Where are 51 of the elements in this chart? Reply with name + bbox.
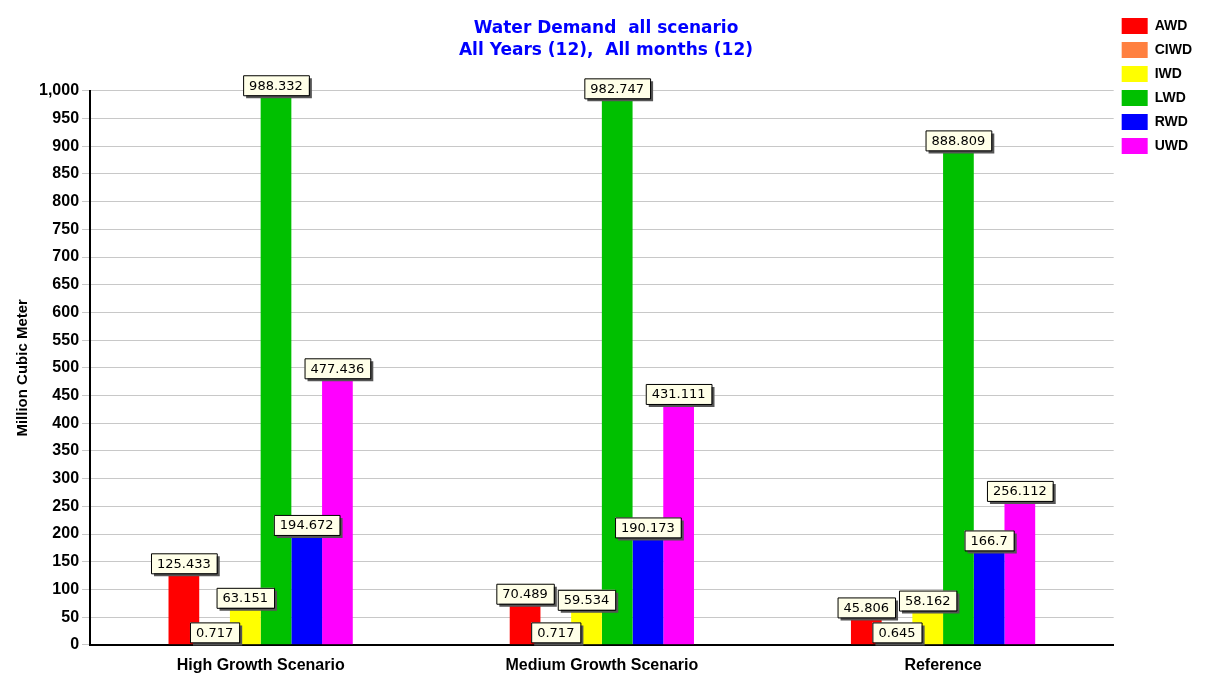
y-tick-label: 600: [52, 302, 80, 320]
y-tick-label: 400: [52, 413, 80, 431]
y-tick-label: 450: [52, 385, 80, 403]
y-tick-label: 50: [61, 607, 80, 625]
data-label: 431.111: [651, 386, 706, 402]
y-tick-label: 150: [52, 552, 80, 570]
data-label: 125.433: [156, 555, 211, 571]
legend-label: RWD: [1154, 112, 1188, 129]
y-tick-label: 700: [52, 247, 80, 265]
y-tick-label: 1,000: [38, 81, 80, 99]
legend-label: CIWD: [1154, 40, 1192, 57]
y-tick-label: 850: [52, 164, 80, 182]
data-label: 45.806: [843, 599, 890, 615]
y-tick-label: 250: [52, 496, 80, 514]
data-label: 194.672: [279, 517, 334, 533]
y-tick-label: 650: [52, 275, 80, 293]
chart-subtitle: All Years (12), All months (12): [458, 39, 754, 60]
data-label: 982.747: [590, 80, 645, 96]
y-tick-label: 900: [52, 136, 80, 154]
legend-label: LWD: [1154, 88, 1186, 105]
y-tick-label: 950: [52, 108, 80, 126]
y-tick-label: 200: [52, 524, 80, 542]
data-label: 190.173: [621, 519, 675, 535]
x-tick-label: High Growth Scenario: [176, 655, 345, 673]
data-label: 988.332: [249, 77, 303, 93]
data-label: 59.534: [563, 592, 610, 608]
x-tick-label: Medium Growth Scenario: [505, 655, 699, 673]
x-tick-label: Reference: [904, 655, 982, 673]
legend-label: UWD: [1154, 136, 1189, 153]
data-label: 0.717: [195, 624, 234, 640]
legend-label: AWD: [1154, 16, 1188, 33]
y-tick-label: 550: [52, 330, 80, 348]
y-tick-label: 750: [52, 219, 80, 237]
data-label: 0.645: [878, 624, 916, 640]
y-tick-label: 300: [52, 469, 80, 487]
y-tick-label: 350: [52, 441, 80, 459]
y-tick-label: 800: [52, 192, 80, 210]
data-label: 477.436: [310, 360, 365, 376]
data-label: 70.489: [502, 586, 548, 602]
data-label: 166.7: [970, 532, 1008, 548]
data-label: 256.112: [992, 483, 1047, 499]
data-label: 888.809: [931, 132, 986, 148]
y-tick-label: 100: [52, 579, 80, 597]
data-label: 58.162: [904, 592, 951, 608]
legend-label: IWD: [1154, 64, 1182, 81]
chart-title: Water Demand all scenario: [473, 16, 739, 37]
y-tick-label: 500: [52, 358, 80, 376]
y-axis-title: Million Cubic Meter: [13, 298, 31, 437]
data-label: 0.717: [537, 624, 575, 640]
data-label: 63.151: [222, 590, 269, 606]
y-tick-label: 0: [70, 635, 80, 653]
